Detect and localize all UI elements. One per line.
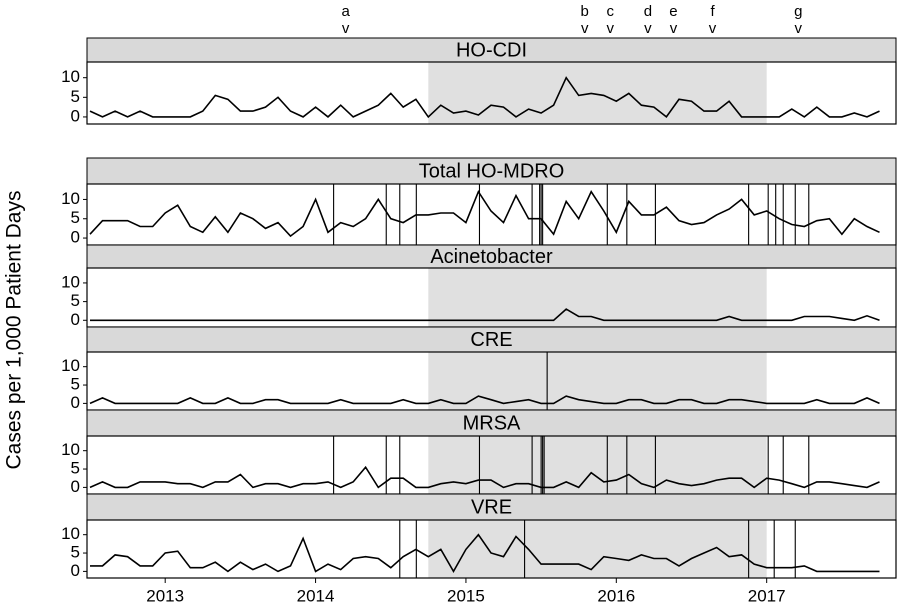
panel-strip bbox=[86, 37, 897, 63]
marker-glyph: v bbox=[670, 20, 678, 37]
y-tick-label: 5 bbox=[71, 459, 80, 478]
marker-label: e bbox=[669, 3, 677, 20]
x-tick-label: 2015 bbox=[447, 586, 485, 605]
plot-border bbox=[86, 519, 897, 579]
shaded-period bbox=[428, 62, 767, 124]
marker-glyph: v bbox=[709, 20, 717, 37]
series-line bbox=[90, 533, 880, 574]
panel-strip bbox=[86, 326, 897, 353]
panel-strip bbox=[86, 409, 897, 437]
panel-title: HO-CDI bbox=[456, 39, 527, 61]
y-tick-label: 0 bbox=[71, 106, 80, 125]
y-tick-label: 0 bbox=[71, 561, 80, 580]
marker-label: c bbox=[607, 3, 615, 20]
y-tick-label: 5 bbox=[71, 208, 80, 227]
y-axis-label: Cases per 1,000 Patient Days bbox=[3, 191, 26, 470]
plot-area bbox=[87, 184, 896, 245]
panel-title: MRSA bbox=[463, 412, 521, 434]
marker-label: g bbox=[794, 3, 802, 20]
y-tick-label: 10 bbox=[61, 356, 80, 375]
marker-glyph: v bbox=[607, 20, 615, 37]
marker-glyph: v bbox=[581, 20, 589, 37]
y-tick-label: 10 bbox=[61, 440, 80, 459]
shaded-period bbox=[428, 520, 767, 578]
y-tick-label: 5 bbox=[71, 291, 80, 310]
panel-title: CRE bbox=[470, 329, 512, 351]
panel-title: Acinetobacter bbox=[430, 246, 553, 268]
x-tick-label: 2017 bbox=[748, 586, 786, 605]
series-line bbox=[89, 76, 880, 119]
plot-border bbox=[86, 61, 897, 125]
y-tick-label: 5 bbox=[71, 375, 80, 394]
x-tick-label: 2014 bbox=[297, 586, 335, 605]
series-line bbox=[90, 308, 880, 322]
y-tick-label: 0 bbox=[71, 310, 80, 329]
panel-strip bbox=[86, 157, 897, 185]
marker-glyph: v bbox=[644, 20, 652, 37]
series-line bbox=[89, 189, 880, 238]
y-tick-label: 0 bbox=[71, 393, 80, 412]
y-tick-label: 5 bbox=[71, 87, 80, 106]
shaded-period bbox=[428, 268, 767, 327]
marker-label: f bbox=[710, 3, 715, 20]
panel-title: Total HO-MDRO bbox=[419, 160, 565, 182]
x-tick-label: 2013 bbox=[146, 586, 184, 605]
series-line bbox=[89, 465, 880, 489]
marker-label: d bbox=[644, 3, 652, 20]
marker-glyph: v bbox=[342, 20, 350, 37]
y-tick-label: 10 bbox=[61, 524, 80, 543]
x-tick-label: 2016 bbox=[597, 586, 635, 605]
y-tick-label: 5 bbox=[71, 543, 80, 562]
y-tick-label: 10 bbox=[61, 272, 80, 291]
y-tick-label: 10 bbox=[61, 67, 80, 86]
y-tick-label: 0 bbox=[71, 477, 80, 496]
y-tick-label: 0 bbox=[71, 228, 80, 247]
panel-title: VRE bbox=[471, 496, 512, 518]
panel-strip bbox=[86, 493, 897, 521]
y-tick-label: 10 bbox=[61, 189, 80, 208]
shaded-period bbox=[428, 352, 767, 410]
shaded-period bbox=[428, 436, 767, 494]
marker-glyph: v bbox=[795, 20, 803, 37]
marker-label: a bbox=[341, 3, 350, 20]
series-line bbox=[89, 395, 880, 405]
marker-label: b bbox=[581, 3, 589, 20]
